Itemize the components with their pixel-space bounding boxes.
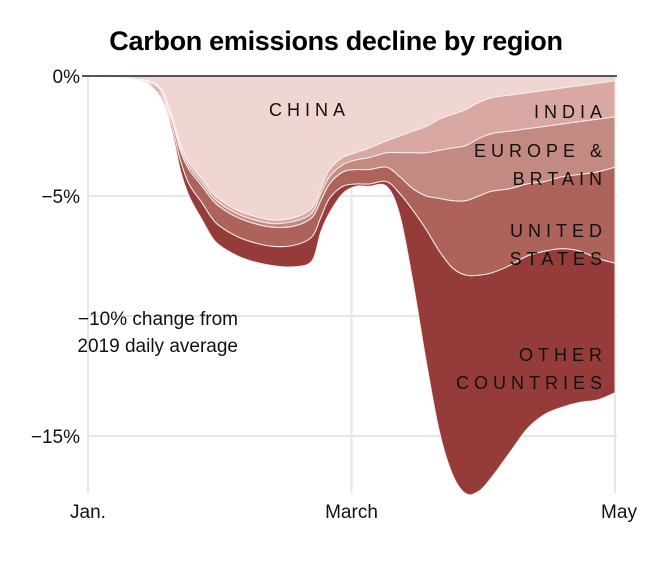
x-tick-label: Jan.	[70, 502, 106, 523]
region-label-other-countries: COUNTRIES	[456, 373, 607, 393]
region-labels: CHINA INDIA EUROPE & BRTAIN UNITED STATES OTHE…	[269, 100, 607, 393]
y-axis-annotation: −10% change from 2019 daily average	[77, 309, 238, 357]
region-label-china: CHINA	[269, 100, 350, 120]
region-label-united-states: UNITED	[510, 221, 607, 241]
y-annotation-line: −10% change from	[78, 309, 238, 330]
area-layers	[82, 75, 617, 496]
region-label-other-countries: OTHER	[519, 345, 607, 365]
region-label-europe-britain: EUROPE &	[474, 141, 607, 161]
y-annotation-line: 2019 daily average	[77, 336, 238, 357]
x-axis-ticks: Jan. March May	[70, 502, 637, 523]
chart-title: Carbon emissions decline by region	[109, 26, 563, 56]
y-tick-label: −5%	[41, 187, 80, 208]
y-tick-label: −15%	[31, 427, 80, 448]
x-tick-label: March	[325, 502, 378, 523]
region-label-united-states: STATES	[510, 249, 607, 269]
region-label-europe-britain: BRTAIN	[513, 169, 607, 189]
y-tick-label: 0%	[53, 67, 81, 88]
region-label-india: INDIA	[534, 102, 607, 122]
x-tick-label: May	[601, 502, 637, 523]
area-other-countries	[87, 75, 616, 496]
y-axis-ticks: 0% −5% −15%	[31, 67, 80, 448]
